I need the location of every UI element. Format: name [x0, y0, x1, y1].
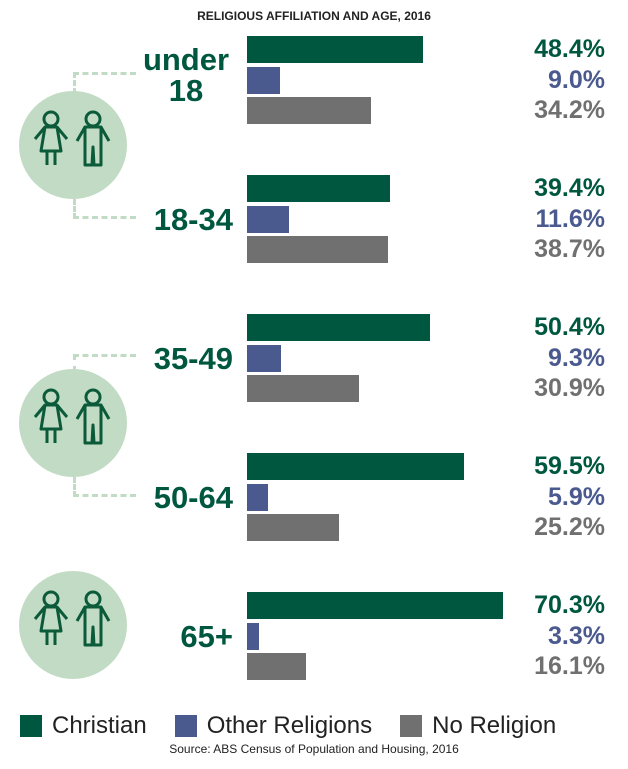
legend-other: Other Religions [174, 712, 373, 740]
connector [73, 199, 136, 219]
bar-christian [247, 175, 391, 202]
legend-label: Christian [52, 712, 147, 739]
data-label: 5.9% [548, 482, 605, 511]
bar-christian [247, 592, 503, 619]
icon-circle [19, 91, 127, 199]
chart-title: RELIGIOUS AFFILIATION AND AGE, 2016 [197, 9, 431, 23]
data-label: 48.4% [534, 35, 605, 63]
icon-circle [19, 571, 127, 679]
category-label: 50-64 [153, 480, 233, 515]
data-label: 16.1% [534, 652, 605, 680]
source-note: Source: ABS Census of Population and Hou… [169, 742, 459, 756]
data-label: 9.0% [548, 65, 605, 94]
data-label: 38.7% [534, 235, 605, 263]
data-label: 9.3% [548, 343, 605, 372]
connector [73, 477, 136, 497]
elderly-icon [33, 590, 111, 647]
bar-no-religion [247, 375, 360, 402]
category-label: 35-49 [153, 341, 233, 376]
legend-none: No Religion [400, 712, 556, 740]
data-label: 39.4% [534, 174, 605, 202]
legend-swatch [174, 715, 197, 737]
adults-icon [33, 388, 111, 445]
children-icon [33, 110, 111, 167]
category-label: 18-34 [153, 202, 233, 237]
data-label: 59.5% [534, 452, 605, 480]
bar-no-religion [247, 514, 339, 541]
data-label: 3.3% [548, 621, 605, 650]
bar-no-religion [247, 236, 388, 263]
data-label: 30.9% [534, 374, 605, 402]
data-label: 34.2% [534, 96, 605, 124]
legend-label: Other Religions [206, 712, 373, 739]
bar-other-religions [247, 622, 259, 650]
category-label: under 18 [142, 42, 230, 108]
bar-other-religions [247, 66, 280, 94]
data-label: 11.6% [535, 204, 605, 233]
bar-other-religions [247, 205, 290, 233]
legend: Christian Other Religions No Religion [20, 712, 584, 740]
legend-label: No Religion [432, 712, 557, 739]
legend-swatch [20, 715, 42, 737]
connector [73, 72, 136, 94]
bar-christian [247, 453, 464, 480]
legend-christian: Christian [20, 712, 147, 740]
category-label: 65+ [180, 619, 233, 654]
data-label: 70.3% [534, 591, 605, 619]
data-label: 25.2% [534, 513, 605, 541]
bar-other-religions [247, 344, 281, 372]
bar-no-religion [247, 653, 306, 680]
icon-circle [19, 369, 127, 477]
bar-christian [247, 36, 424, 63]
data-label: 50.4% [534, 313, 605, 341]
bar-christian [247, 314, 431, 341]
connector [73, 354, 136, 372]
legend-swatch [400, 715, 423, 737]
bar-no-religion [247, 97, 372, 124]
bar-other-religions [247, 483, 269, 511]
